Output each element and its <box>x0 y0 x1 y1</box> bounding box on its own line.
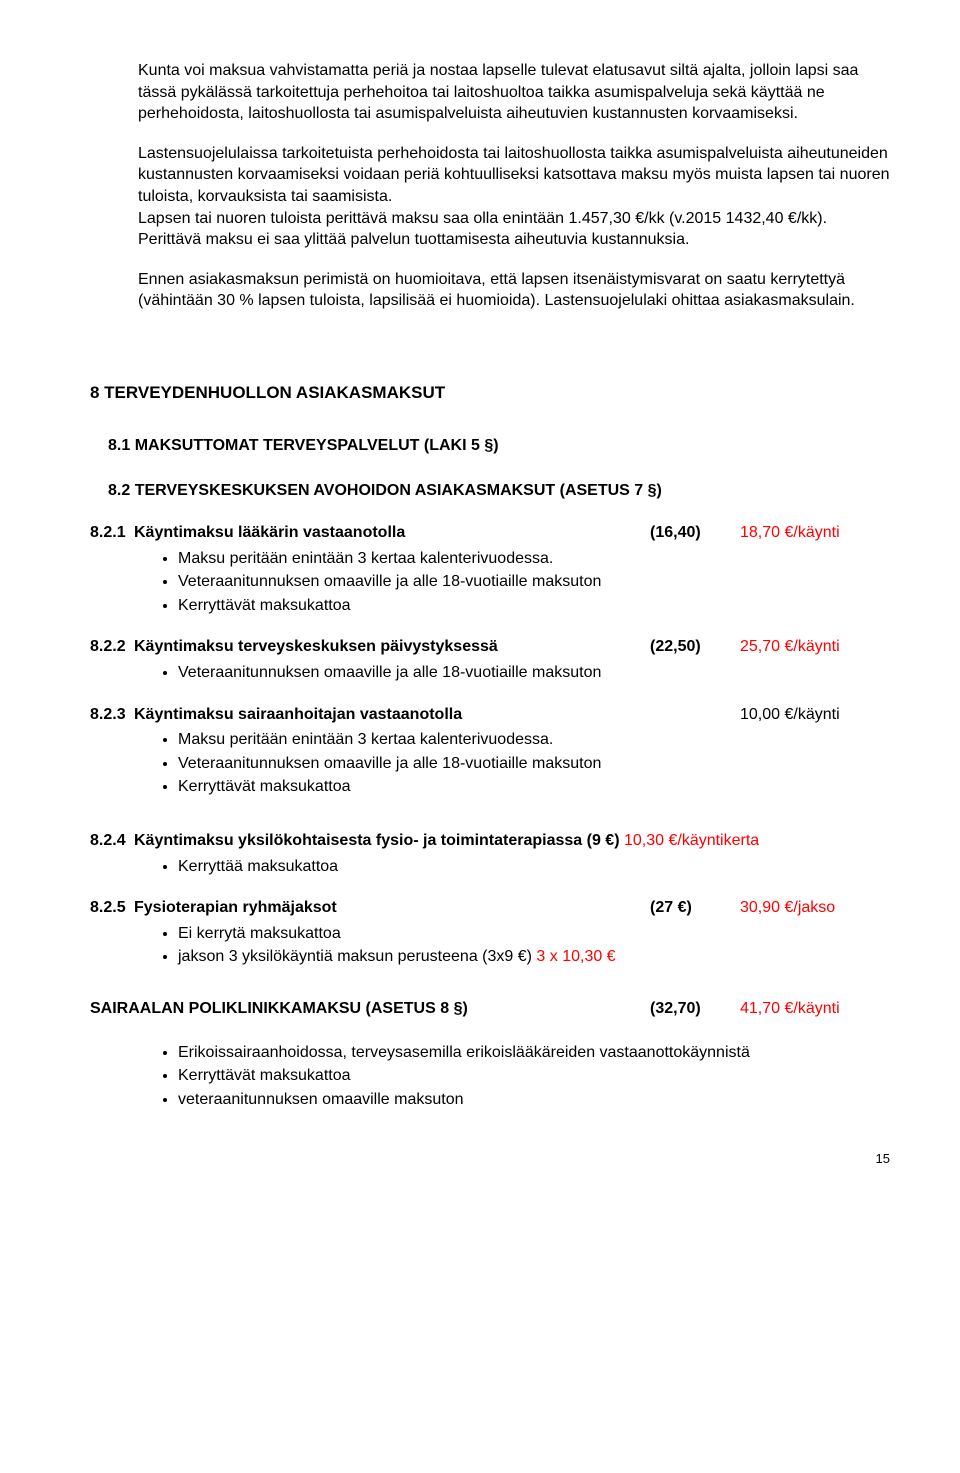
fee-title: SAIRAALAN POLIKLINIKKAMAKSU (ASETUS 8 §) <box>90 998 650 1020</box>
fee-price: 25,70 €/käynti <box>740 636 890 658</box>
list-item: Kerryttävät maksukattoa <box>178 1065 890 1087</box>
paragraph-2: Lastensuojelulaissa tarkoitetuista perhe… <box>138 143 890 251</box>
fee-price-inline: 10,30 €/käyntikerta <box>624 832 759 849</box>
heading-8-2: 8.2 TERVEYSKESKUKSEN AVOHOIDON ASIAKASMA… <box>108 480 890 502</box>
bullets-polik: Erikoissairaanhoidossa, terveysasemilla … <box>178 1042 890 1111</box>
list-item: Kerryttää maksukattoa <box>178 856 890 878</box>
fee-price: 10,00 €/käynti <box>740 704 890 726</box>
fee-row-poliklinikka: SAIRAALAN POLIKLINIKKAMAKSU (ASETUS 8 §)… <box>90 998 890 1020</box>
fee-title: Käyntimaksu yksilökohtaisesta fysio- ja … <box>134 830 890 852</box>
fee-row-821: 8.2.1 Käyntimaksu lääkärin vastaanotolla… <box>90 522 890 544</box>
fee-row-824: 8.2.4 Käyntimaksu yksilökohtaisesta fysi… <box>90 830 890 852</box>
paragraph-2b: Lapsen tai nuoren tuloista perittävä mak… <box>138 210 827 249</box>
fee-title: Käyntimaksu sairaanhoitajan vastaanotoll… <box>134 704 650 726</box>
fee-row-822: 8.2.2 Käyntimaksu terveyskeskuksen päivy… <box>90 636 890 658</box>
list-item: Veteraanitunnuksen omaaville ja alle 18-… <box>178 753 890 775</box>
fee-num: 8.2.4 <box>90 830 134 852</box>
fee-num: 8.2.3 <box>90 704 134 726</box>
bullets-823: Maksu peritään enintään 3 kertaa kalente… <box>178 729 890 798</box>
heading-8: 8 TERVEYDENHUOLLON ASIAKASMAKSUT <box>90 382 890 405</box>
fee-old: (22,50) <box>650 636 740 658</box>
bullets-825: Ei kerrytä maksukattoa jakson 3 yksilökä… <box>178 923 890 968</box>
fee-num: 8.2.2 <box>90 636 134 658</box>
fee-old-inline: (9 €) <box>587 832 620 849</box>
fee-title: Käyntimaksu terveyskeskuksen päivystykse… <box>134 636 650 658</box>
bullets-822: Veteraanitunnuksen omaaville ja alle 18-… <box>178 662 890 684</box>
fee-old: (32,70) <box>650 998 740 1020</box>
list-item: Erikoissairaanhoidossa, terveysasemilla … <box>178 1042 890 1064</box>
list-item-red: 3 x 10,30 € <box>536 948 615 965</box>
list-item: jakson 3 yksilökäyntiä maksun perusteena… <box>178 946 890 968</box>
paragraph-1: Kunta voi maksua vahvistamatta periä ja … <box>138 60 890 125</box>
bullets-821: Maksu peritään enintään 3 kertaa kalente… <box>178 548 890 617</box>
fee-title: Käyntimaksu lääkärin vastaanotolla <box>134 522 650 544</box>
fee-num: 8.2.5 <box>90 897 134 919</box>
fee-old: (27 €) <box>650 897 740 919</box>
heading-8-1: 8.1 MAKSUTTOMAT TERVEYSPALVELUT (LAKI 5 … <box>108 435 890 457</box>
fee-title-text: Käyntimaksu yksilökohtaisesta fysio- ja … <box>134 832 582 849</box>
fee-price: 41,70 €/käynti <box>740 998 890 1020</box>
fee-old: (16,40) <box>650 522 740 544</box>
list-item: veteraanitunnuksen omaaville maksuton <box>178 1089 890 1111</box>
fee-price: 18,70 €/käynti <box>740 522 890 544</box>
list-item: Veteraanitunnuksen omaaville ja alle 18-… <box>178 662 890 684</box>
paragraph-2a: Lastensuojelulaissa tarkoitetuista perhe… <box>138 145 890 205</box>
paragraph-3: Ennen asiakasmaksun perimistä on huomioi… <box>138 269 890 312</box>
fee-row-825: 8.2.5 Fysioterapian ryhmäjaksot (27 €) 3… <box>90 897 890 919</box>
list-item: Kerryttävät maksukattoa <box>178 595 890 617</box>
list-item: Kerryttävät maksukattoa <box>178 776 890 798</box>
list-item: Ei kerrytä maksukattoa <box>178 923 890 945</box>
list-item: Maksu peritään enintään 3 kertaa kalente… <box>178 729 890 751</box>
list-item-pre: jakson 3 yksilökäyntiä maksun perusteena… <box>178 948 536 965</box>
list-item: Veteraanitunnuksen omaaville ja alle 18-… <box>178 571 890 593</box>
fee-row-823: 8.2.3 Käyntimaksu sairaanhoitajan vastaa… <box>90 704 890 726</box>
list-item: Maksu peritään enintään 3 kertaa kalente… <box>178 548 890 570</box>
bullets-824: Kerryttää maksukattoa <box>178 856 890 878</box>
fee-title: Fysioterapian ryhmäjaksot <box>134 897 650 919</box>
fee-num: 8.2.1 <box>90 522 134 544</box>
page-number: 15 <box>90 1150 890 1168</box>
fee-price: 30,90 €/jakso <box>740 897 890 919</box>
